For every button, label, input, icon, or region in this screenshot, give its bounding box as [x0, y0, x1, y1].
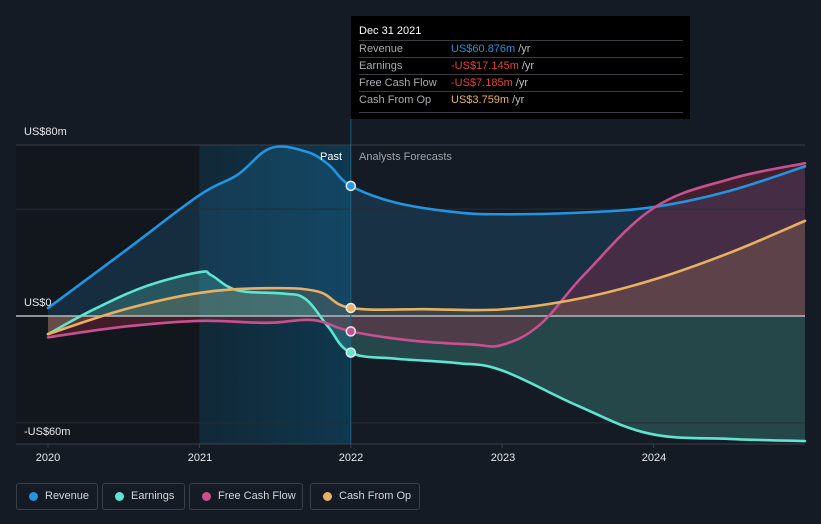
cash-from-op-dot-icon [323, 492, 332, 501]
tooltip-value: US$3.759m/yr [451, 92, 524, 109]
x-tick-label-2024: 2024 [641, 452, 667, 464]
past-background [16, 145, 200, 444]
cash-from-op-marker [345, 302, 357, 314]
cash-from-op-area [48, 220, 805, 335]
revenue-marker [345, 180, 357, 192]
tooltip-divider [359, 112, 683, 113]
free-cash-flow-area [48, 163, 805, 347]
tooltip-value: -US$17.145m/yr [451, 58, 534, 75]
legend-item-earnings[interactable]: Earnings [102, 483, 185, 510]
cash-from-op-line [46, 219, 807, 336]
earnings-marker [345, 347, 357, 358]
tooltip-value-number: -US$7.185m [451, 77, 513, 89]
x-tick-label-2020: 2020 [35, 452, 61, 464]
free-cash-flow-marker [345, 326, 357, 337]
past-label: Past [320, 151, 343, 163]
y-tick-label-0: US$0 [24, 297, 52, 309]
tooltip-label: Free Cash Flow [359, 77, 437, 89]
legend-label: Cash From Op [339, 490, 412, 502]
revenue-dot-icon [29, 492, 38, 501]
legend-label: Earnings [131, 490, 175, 502]
tooltip-row-cfo: Cash From Op US$3.759m/yr [359, 91, 683, 109]
tooltip-value-number: US$60.876m [451, 43, 516, 55]
legend-item-revenue[interactable]: Revenue [16, 483, 98, 510]
tooltip-label: Earnings [359, 60, 403, 72]
legend-label: Revenue [45, 490, 90, 502]
forecast-label: Analysts Forecasts [359, 151, 452, 163]
tooltip-value-number: US$3.759m [451, 94, 510, 106]
revenue-area [48, 146, 805, 316]
tooltip-value-number: -US$17.145m [451, 60, 519, 72]
y-tick-label-neg60: -US$60m [24, 426, 71, 438]
tooltip-row-fcf: Free Cash Flow -US$7.185m/yr [359, 74, 683, 92]
legend-item-free-cash-flow[interactable]: Free Cash Flow [189, 483, 303, 510]
tooltip-date: Dec 31 2021 [359, 25, 422, 37]
x-tick-label-2022: 2022 [338, 452, 364, 464]
legend-item-cash-from-op[interactable]: Cash From Op [310, 483, 420, 510]
legend-label: Free Cash Flow [218, 490, 296, 502]
tooltip-label: Cash From Op [359, 94, 432, 106]
tooltip-unit: /yr [512, 94, 525, 106]
free-cash-flow-line [46, 161, 807, 348]
earnings-line [46, 270, 807, 443]
earnings-area [48, 271, 805, 442]
y-tick-label-80: US$80m [24, 126, 67, 138]
tooltip-row-earnings: Earnings -US$17.145m/yr [359, 57, 683, 75]
tooltip-label: Revenue [359, 43, 404, 55]
tooltip-unit: /yr [515, 77, 528, 89]
tooltip-row-revenue: Revenue US$60.876m/yr [359, 40, 683, 58]
free-cash-flow-dot-icon [202, 492, 211, 501]
tooltip-unit: /yr [518, 43, 531, 55]
tooltip: Dec 31 2021 Revenue US$60.876m/yr Earnin… [351, 16, 690, 119]
tooltip-value: US$60.876m/yr [451, 41, 530, 58]
tooltip-value: -US$7.185m/yr [451, 75, 528, 92]
x-tick-label-2023: 2023 [490, 452, 516, 464]
x-tick-label-2021: 2021 [187, 452, 213, 464]
earnings-dot-icon [115, 492, 124, 501]
tooltip-unit: /yr [521, 60, 535, 72]
